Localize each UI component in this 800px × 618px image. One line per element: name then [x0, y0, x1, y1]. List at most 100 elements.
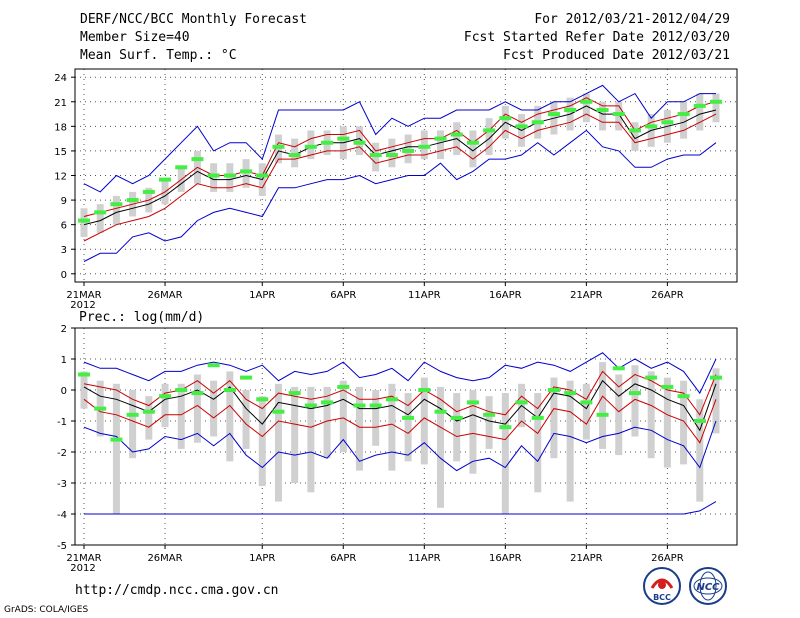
- temp-ytick-label: 0: [61, 270, 67, 281]
- temp-observed-marker: [110, 202, 123, 207]
- temp-plot-frame: [74, 68, 738, 283]
- prec-observed-marker: [223, 388, 236, 392]
- temp-observed-marker: [450, 132, 463, 137]
- prec-observed-marker: [240, 375, 253, 380]
- temp-ytick-label: 15: [54, 147, 67, 158]
- temp-spread-box: [712, 93, 720, 123]
- temp-spread-box: [631, 122, 639, 151]
- temp-observed-marker: [175, 165, 188, 170]
- temp-spread-box: [388, 138, 396, 168]
- temp-observed-marker: [321, 140, 334, 145]
- prec-observed-marker: [385, 397, 398, 402]
- temp-observed-marker: [693, 103, 706, 108]
- grads-credit: GrADS: COLA/IGES: [4, 605, 89, 615]
- temp-spread-box: [420, 130, 428, 160]
- prec-observed-marker: [661, 384, 674, 389]
- ncc-logo-text: NCC: [696, 582, 720, 593]
- prec-spread-box: [437, 386, 445, 508]
- temp-observed-marker: [499, 116, 512, 121]
- temp-observed-marker: [126, 198, 139, 203]
- prec-spread-box: [647, 371, 655, 459]
- prec-spread-box: [258, 396, 266, 487]
- temp-observed-marker: [272, 144, 285, 149]
- prec-spread-box: [161, 383, 169, 428]
- temp-spread-box: [226, 163, 234, 192]
- temp-observed-marker: [596, 107, 609, 112]
- prec-observed-marker: [304, 403, 317, 408]
- prec-ytick-label: -1: [57, 417, 67, 428]
- temp-min-line: [83, 129, 717, 262]
- prec-spread-box: [112, 383, 120, 514]
- prec-observed-marker: [402, 415, 415, 420]
- temp-spread-box: [680, 101, 688, 139]
- temp-ytick-label: 6: [61, 221, 67, 232]
- prec-observed-marker: [628, 391, 641, 396]
- temp-observed-marker: [645, 124, 658, 129]
- temp-xtick-label: 11APR: [408, 290, 441, 301]
- temp-observed-marker: [515, 124, 528, 129]
- forecast-period: For 2012/03/21-2012/04/29: [534, 12, 730, 27]
- temp-spread-box: [291, 138, 299, 168]
- prec-observed-marker: [531, 415, 544, 420]
- prec-year-label: 2012: [70, 563, 95, 574]
- prec-spread-box: [469, 390, 477, 474]
- temp-xtick-label: 21MAR: [66, 290, 101, 301]
- temp-observed-marker: [628, 128, 641, 133]
- prec-xtick-label: 11APR: [408, 553, 441, 564]
- prec-observed-marker: [110, 437, 123, 442]
- temp-spread-box: [242, 159, 250, 188]
- temp-spread-box: [112, 195, 120, 225]
- temp-xtick-label: 1APR: [249, 290, 275, 301]
- prec-spread-box: [291, 386, 299, 483]
- temp-observed-marker: [483, 128, 496, 133]
- prec-observed-marker: [596, 412, 609, 417]
- prec-spread-box: [177, 383, 185, 449]
- temp-ytick-label: 12: [54, 172, 67, 183]
- prec-ytick-label: 0: [61, 386, 67, 397]
- temp-ytick-label: 9: [61, 196, 67, 207]
- temp-observed-marker: [191, 157, 204, 162]
- prec-spread-box: [534, 393, 542, 493]
- prec-spread-box: [307, 386, 315, 493]
- prec-min-line: [83, 420, 717, 472]
- prec-spread-box: [226, 371, 234, 462]
- prec-ytick-label: -2: [57, 448, 67, 459]
- prec-observed-marker: [321, 400, 334, 405]
- temp-observed-marker: [402, 148, 415, 153]
- prec-observed-marker: [78, 372, 90, 377]
- variable-label: Mean Surf. Temp.: °C: [80, 48, 237, 63]
- temp-observed-marker: [466, 140, 479, 145]
- temp-observed-marker: [580, 99, 593, 104]
- temp-observed-marker: [353, 140, 366, 145]
- prec-ytick-label: 2: [61, 324, 67, 335]
- prec-spread-box: [355, 386, 363, 471]
- prec-observed-marker: [450, 415, 463, 420]
- temp-spread-box: [355, 126, 363, 156]
- source-url[interactable]: http://cmdp.ncc.cma.gov.cn: [75, 583, 279, 598]
- prec-spread-box: [453, 393, 461, 462]
- temp-spread-box: [96, 204, 104, 233]
- prec-observed-marker: [466, 400, 479, 405]
- temp-spread-box: [210, 163, 218, 192]
- prec-floor-line: [84, 501, 717, 515]
- prec-spread-box: [566, 380, 574, 502]
- prec-observed-marker: [159, 394, 172, 399]
- temp-spread-box: [404, 134, 412, 164]
- prec-spread-box: [80, 371, 88, 409]
- prec-observed-marker: [142, 409, 155, 414]
- prec-spread-box: [712, 368, 720, 434]
- member-size: Member Size=40: [80, 30, 190, 45]
- prec-observed-marker: [369, 403, 382, 408]
- temp-observed-marker: [710, 99, 722, 104]
- prec-spread-box: [242, 390, 250, 449]
- precip-title: Prec.: log(mm/d): [79, 310, 204, 325]
- temp-xtick-label: 6APR: [330, 290, 356, 301]
- prec-ytick-label: -3: [57, 479, 67, 490]
- prec-observed-marker: [434, 409, 447, 414]
- prec-spread-box: [323, 386, 331, 459]
- prec-spread-box: [210, 380, 218, 437]
- prec-spread-box: [680, 380, 688, 465]
- prec-spread-box: [663, 377, 671, 468]
- prec-observed-marker: [175, 388, 188, 392]
- temp-observed-marker: [677, 112, 690, 117]
